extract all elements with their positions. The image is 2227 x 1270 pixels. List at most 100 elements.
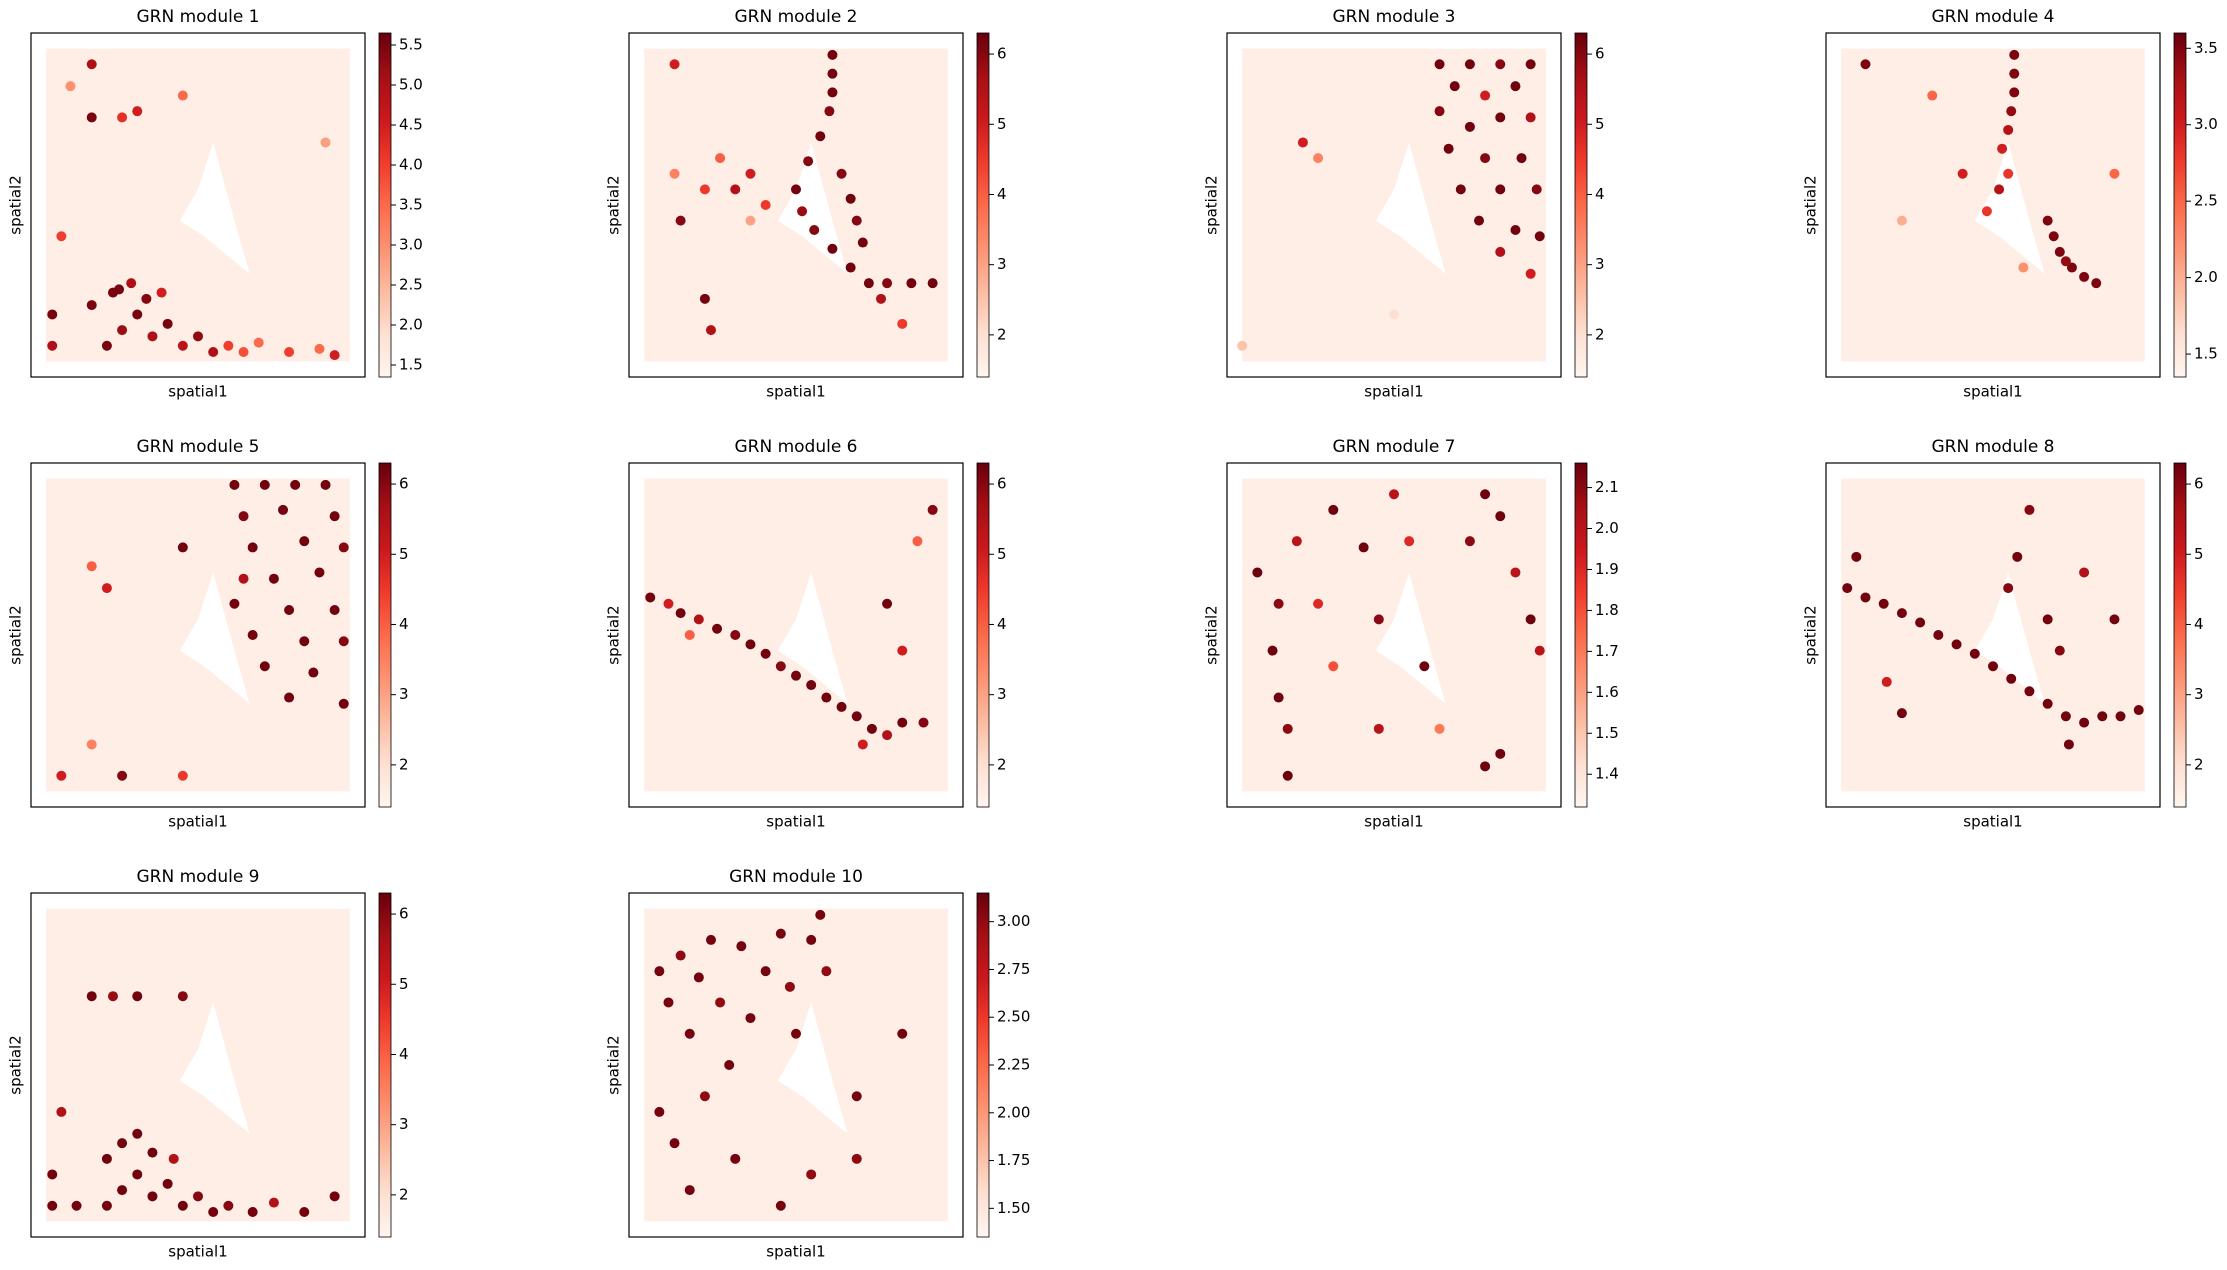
spot bbox=[177, 991, 188, 1002]
spot bbox=[715, 153, 726, 164]
colorbar-tick-label: 2.1 bbox=[1595, 478, 1619, 496]
colorbar-tick-label: 2.0 bbox=[1595, 519, 1619, 537]
spot bbox=[675, 950, 686, 961]
colorbar-tick-label: 1.6 bbox=[1595, 683, 1619, 701]
spot bbox=[2003, 168, 2014, 179]
y-axis-label: spatial2 bbox=[1802, 605, 1820, 664]
colorbar bbox=[976, 462, 990, 808]
spot bbox=[882, 730, 893, 741]
axes-frame bbox=[628, 892, 964, 1238]
spot bbox=[2060, 711, 2071, 722]
spot bbox=[654, 1106, 665, 1117]
spot bbox=[1495, 511, 1506, 522]
spot bbox=[223, 340, 234, 351]
spot bbox=[882, 278, 893, 289]
spot bbox=[86, 112, 97, 123]
spot bbox=[208, 346, 219, 357]
spot bbox=[114, 284, 125, 295]
spot bbox=[1434, 59, 1445, 70]
spot bbox=[47, 340, 58, 351]
spot bbox=[132, 106, 143, 117]
axes-frame bbox=[30, 892, 366, 1238]
spot bbox=[299, 536, 310, 547]
spot bbox=[791, 184, 801, 195]
spot bbox=[2009, 49, 2020, 60]
y-axis-label: spatial2 bbox=[1802, 175, 1820, 234]
spot bbox=[2054, 246, 2065, 257]
spot bbox=[2115, 711, 2126, 722]
colorbar-tick-label: 2.5 bbox=[399, 276, 423, 294]
spot bbox=[132, 991, 143, 1002]
x-axis-label: spatial1 bbox=[1364, 813, 1423, 831]
spot bbox=[821, 966, 832, 977]
colorbar-tick-label: 4 bbox=[997, 615, 1007, 633]
x-axis-label: spatial1 bbox=[766, 813, 825, 831]
spot bbox=[669, 1138, 680, 1149]
tissue-gap bbox=[777, 572, 848, 704]
spot bbox=[897, 717, 908, 728]
colorbar-tick-label: 4 bbox=[399, 615, 409, 633]
spot bbox=[1404, 536, 1415, 547]
spot bbox=[857, 237, 868, 248]
spot bbox=[1896, 215, 1907, 226]
spot bbox=[1969, 648, 1980, 659]
spot bbox=[284, 346, 295, 357]
spot bbox=[126, 278, 137, 289]
spot bbox=[663, 997, 674, 1008]
panel-title: GRN module 1 bbox=[136, 7, 259, 27]
spot bbox=[1495, 59, 1506, 70]
colorbar-tick-label: 2.00 bbox=[997, 1103, 1030, 1121]
spot bbox=[2091, 278, 2102, 289]
spot bbox=[2066, 262, 2077, 273]
spot bbox=[1988, 661, 1998, 672]
tissue-gap bbox=[1375, 142, 1446, 274]
spot bbox=[824, 106, 835, 117]
spot bbox=[693, 972, 704, 983]
spot bbox=[699, 1091, 710, 1102]
spot bbox=[193, 1191, 203, 1202]
colorbar-tick-label: 3.0 bbox=[2194, 115, 2218, 133]
panel-title: GRN module 3 bbox=[1332, 7, 1455, 27]
colorbar-tick-label: 4.5 bbox=[399, 116, 423, 134]
spot bbox=[2009, 87, 2020, 98]
spot bbox=[1510, 567, 1521, 578]
spot bbox=[1534, 645, 1545, 656]
spot bbox=[1464, 536, 1475, 547]
spot bbox=[791, 670, 801, 681]
spot bbox=[117, 325, 128, 336]
spot bbox=[2079, 567, 2090, 578]
spot bbox=[47, 309, 58, 320]
spot bbox=[101, 340, 112, 351]
spot bbox=[736, 941, 747, 952]
colorbar-tick-label: 3 bbox=[997, 685, 1007, 703]
colorbar-tick-label: 5 bbox=[399, 975, 409, 993]
colorbar-tick-label: 6 bbox=[997, 45, 1007, 63]
spot bbox=[86, 300, 97, 311]
panel: GRN module 4 spatial1 spatial2 1.5 2.0 2.5 3.0… bbox=[1802, 7, 2218, 401]
colorbar-tick-label: 5.0 bbox=[399, 76, 423, 94]
spot bbox=[2109, 168, 2120, 179]
spot bbox=[259, 661, 270, 672]
x-axis-label: spatial1 bbox=[766, 1243, 825, 1261]
spot bbox=[775, 1200, 786, 1211]
spot bbox=[1282, 723, 1293, 734]
colorbar-tick-label: 3.5 bbox=[2194, 39, 2218, 57]
spot bbox=[177, 340, 188, 351]
spot bbox=[259, 479, 270, 490]
panel-title: GRN module 6 bbox=[734, 437, 857, 457]
colorbar-tick-label: 2.0 bbox=[2194, 268, 2218, 286]
spot bbox=[669, 59, 680, 70]
colorbar-tick-label: 4 bbox=[2194, 615, 2204, 633]
colorbar-tick-label: 1.5 bbox=[2194, 345, 2218, 363]
spot bbox=[797, 206, 808, 217]
spot bbox=[1419, 661, 1430, 672]
colorbar-tick-label: 2 bbox=[997, 325, 1007, 343]
spot bbox=[132, 1169, 143, 1180]
spot bbox=[1273, 598, 1284, 609]
spot bbox=[2042, 614, 2053, 625]
spot bbox=[745, 168, 756, 179]
colorbar bbox=[378, 462, 392, 808]
spot bbox=[1464, 121, 1475, 132]
colorbar-tick-label: 5 bbox=[2194, 545, 2204, 563]
spot bbox=[760, 648, 771, 659]
